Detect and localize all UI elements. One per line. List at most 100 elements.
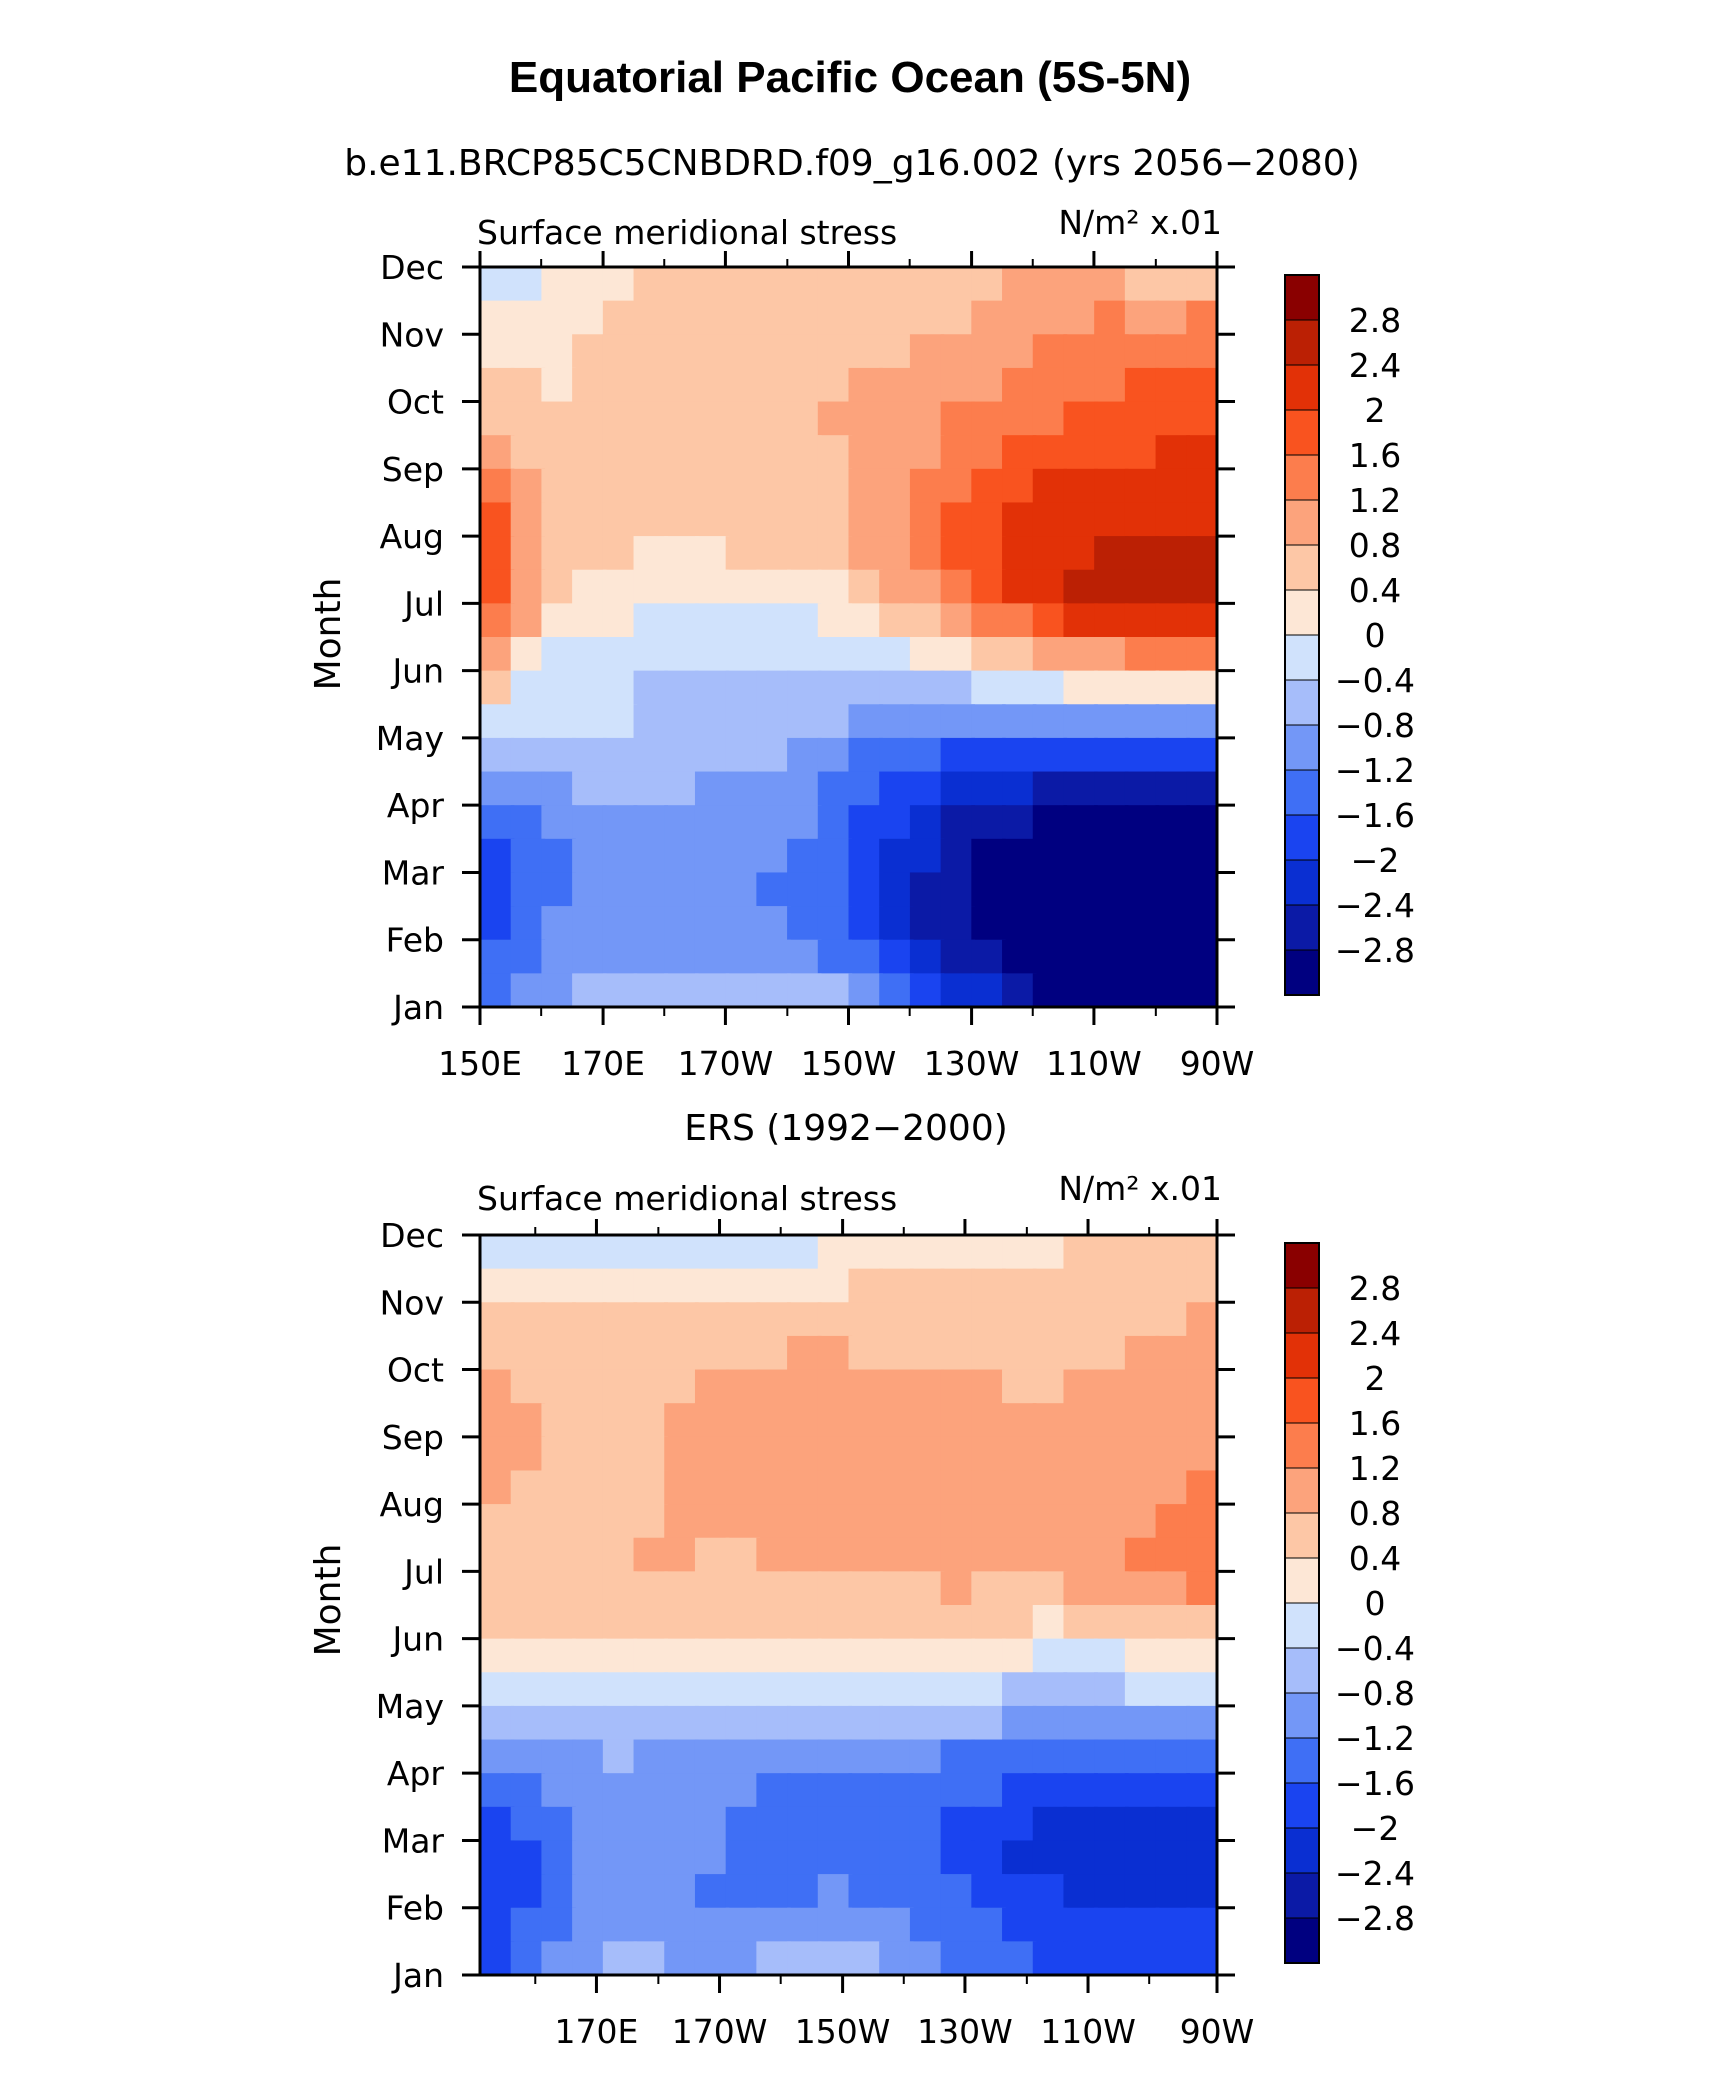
contour-cell	[725, 1672, 761, 1710]
contour-cell	[1155, 973, 1190, 1007]
contour-cell	[572, 670, 607, 709]
contour-cell	[756, 670, 791, 709]
contour-cell	[1186, 401, 1217, 440]
contour-cell	[971, 838, 1006, 877]
contour-cell	[602, 939, 638, 978]
contour-cell	[694, 367, 730, 406]
colorbar-label: −2.8	[1335, 1899, 1415, 1938]
contour-cell	[480, 1739, 515, 1778]
colorbar-box	[1284, 409, 1320, 456]
x-tick-label: 90W	[1180, 1044, 1255, 1083]
contour-cell	[787, 1739, 822, 1778]
contour-cell	[541, 435, 576, 473]
contour-cell	[1032, 872, 1068, 911]
contour-cell	[1155, 603, 1190, 642]
contour-cell	[572, 1941, 607, 1975]
contour-cell	[664, 1403, 699, 1441]
contour-cell	[817, 1874, 853, 1912]
panel-subtitle: ERS (1992−2000)	[684, 1108, 1008, 1149]
contour-cell	[480, 939, 515, 978]
contour-cell	[572, 1672, 607, 1710]
contour-cell	[602, 1504, 638, 1542]
contour-cell	[848, 1773, 883, 1811]
contour-cell	[1002, 1941, 1037, 1975]
contour-cell	[940, 1638, 976, 1677]
contour-cell	[510, 569, 546, 608]
colorbar-box	[1284, 1737, 1320, 1784]
contour-cell	[633, 569, 668, 608]
contour-cell	[1186, 670, 1217, 709]
colorbar-label: 0	[1365, 616, 1386, 655]
colorbar-box	[1284, 1377, 1320, 1424]
contour-cell	[725, 1369, 761, 1408]
contour-cell	[1032, 1235, 1068, 1273]
contour-cell	[1032, 435, 1068, 473]
contour-cell	[602, 1874, 638, 1912]
contour-cell	[848, 1504, 883, 1542]
y-tick-label: May	[376, 1687, 444, 1726]
contour-cell	[1063, 939, 1098, 978]
contour-cell	[541, 906, 576, 944]
contour-cell	[694, 300, 730, 339]
contour-cell	[909, 737, 945, 776]
contour-cell	[848, 771, 883, 810]
contour-cell	[756, 536, 791, 574]
contour-cell	[879, 704, 914, 742]
contour-cell	[541, 1773, 576, 1811]
contour-cell	[572, 1840, 607, 1879]
y-tick-label: Sep	[382, 450, 444, 489]
contour-cell	[1186, 1605, 1217, 1643]
contour-cell	[879, 1302, 914, 1340]
contour-cell	[1032, 1773, 1068, 1811]
colorbar-label: 1.2	[1349, 481, 1401, 520]
contour-cell	[909, 569, 945, 608]
contour-cell	[725, 536, 761, 574]
contour-cell	[1155, 1235, 1190, 1273]
colorbar-box	[1284, 499, 1320, 546]
contour-cell	[541, 838, 576, 877]
contour-cell	[1063, 704, 1098, 742]
contour-cell	[1094, 1941, 1129, 1975]
contour-cell	[940, 1605, 976, 1643]
contour-cell	[879, 1941, 914, 1975]
colorbar-box	[1284, 589, 1320, 636]
contour-cell	[694, 939, 730, 978]
contour-cell	[572, 1403, 607, 1441]
contour-cell	[848, 1840, 883, 1879]
contour-cell	[633, 502, 668, 541]
contour-cell	[694, 1403, 730, 1441]
contour-cell	[1155, 1907, 1190, 1946]
contour-cell	[879, 300, 914, 339]
contour-cell	[694, 1874, 730, 1912]
colorbar-label: −2.4	[1335, 1854, 1415, 1893]
contour-cell	[756, 1941, 791, 1975]
contour-cell	[725, 468, 761, 507]
contour-cell	[694, 401, 730, 440]
contour-cell	[664, 1436, 699, 1475]
contour-cell	[1124, 1268, 1160, 1307]
contour-cell	[572, 1773, 607, 1811]
colorbar-box	[1284, 1827, 1320, 1874]
contour-cell	[541, 536, 576, 574]
contour-cell	[694, 334, 730, 372]
contour-cell	[694, 737, 730, 776]
contour-cell	[879, 401, 914, 440]
contour-cell	[971, 1672, 1006, 1710]
contour-cell	[633, 1537, 668, 1576]
contour-cell	[909, 435, 945, 473]
contour-cell	[1063, 1504, 1098, 1542]
contour-cell	[633, 704, 668, 742]
contour-cell	[817, 1840, 853, 1879]
contour-cell	[541, 1840, 576, 1879]
colorbar-box	[1284, 679, 1320, 726]
contour-cell	[633, 1605, 668, 1643]
contour-cell	[848, 502, 883, 541]
contour-cell	[694, 1605, 730, 1643]
contour-cell	[787, 670, 822, 709]
x-tick-label: 150W	[795, 2012, 891, 2051]
contour-cell	[1124, 771, 1160, 810]
contour-cell	[694, 1537, 730, 1576]
contour-cell	[541, 1403, 576, 1441]
contour-cell	[787, 603, 822, 642]
contour-cell	[694, 1773, 730, 1811]
